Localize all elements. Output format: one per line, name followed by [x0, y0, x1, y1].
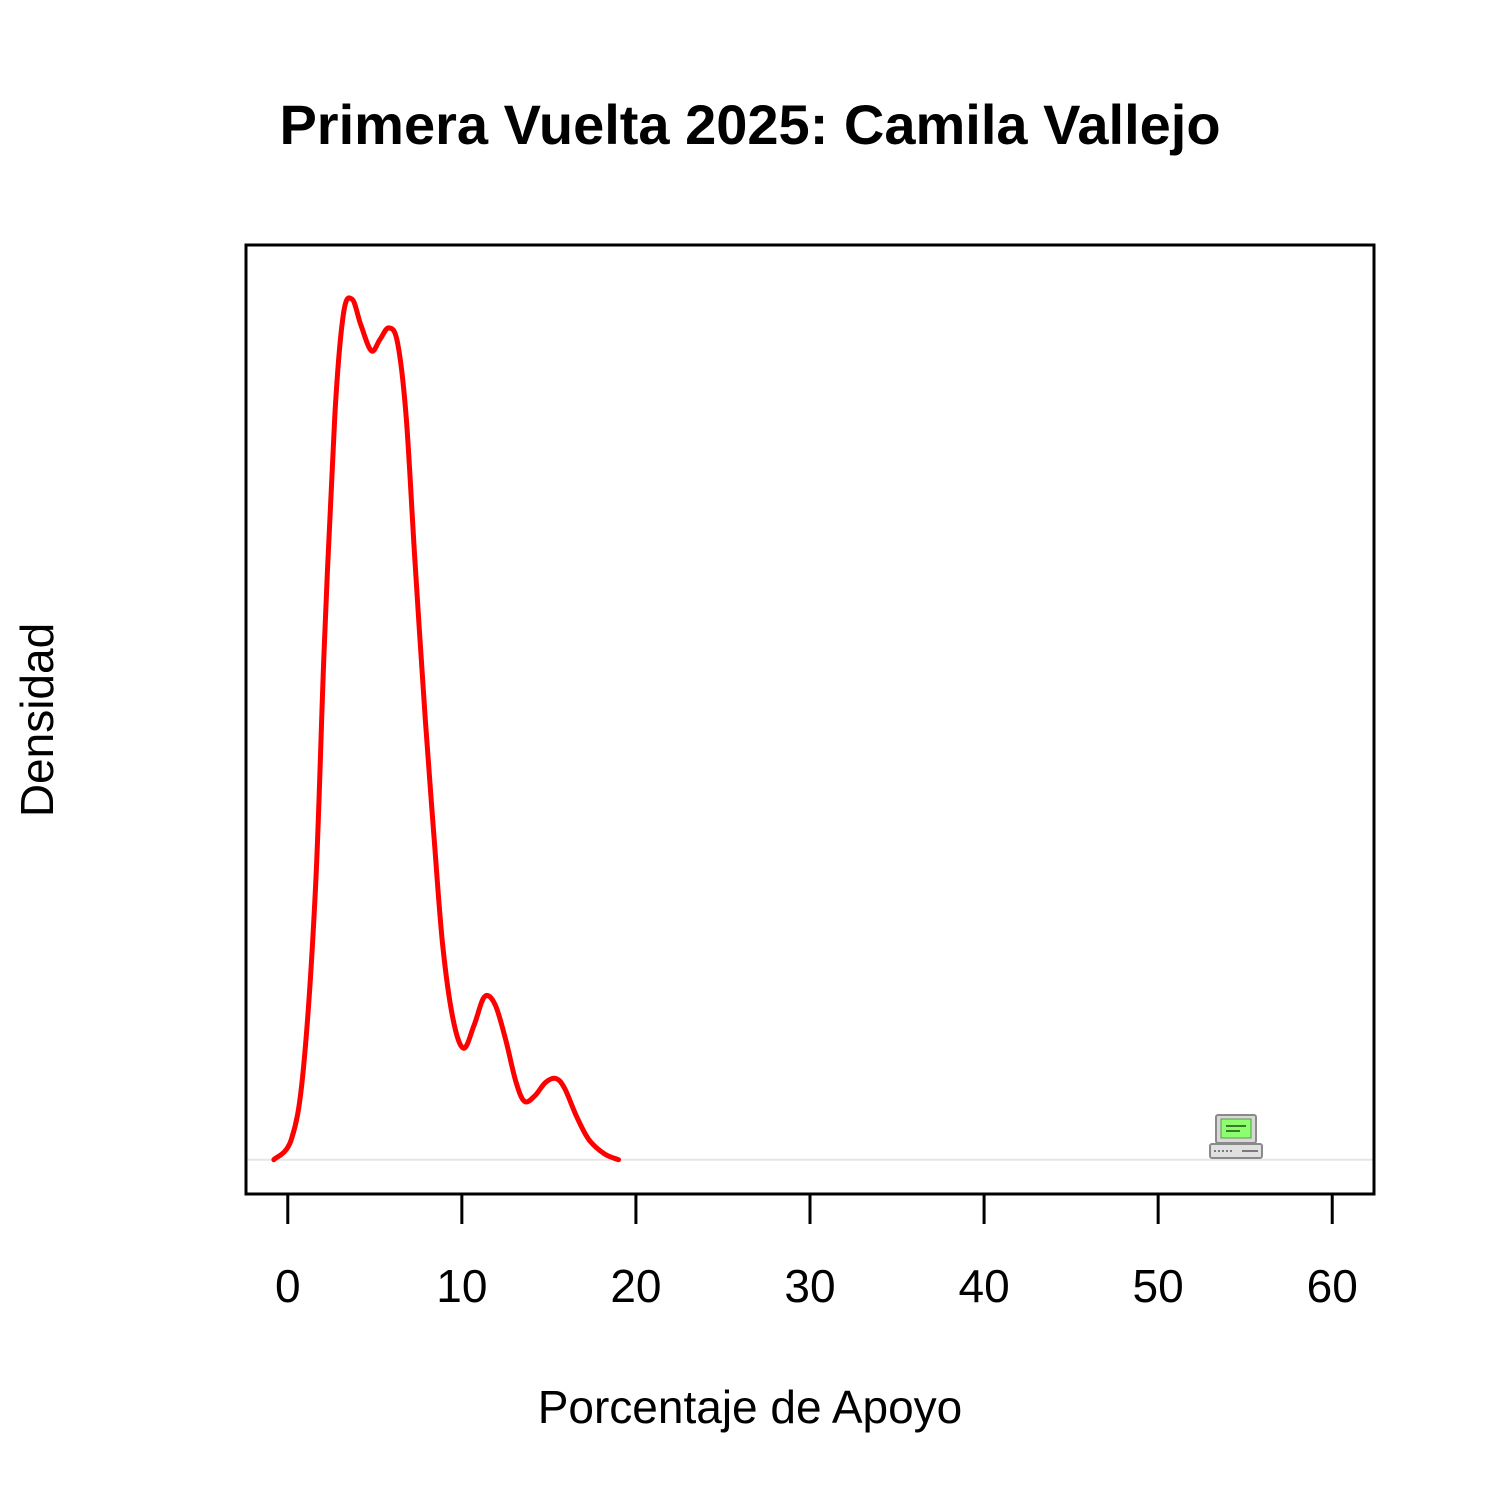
x-axis-label: Porcentaje de Apoyo [537, 1381, 963, 1433]
y-axis-label: Densidad [11, 622, 63, 818]
density-series-line [271, 295, 622, 1163]
x-tick-label: 50 [1133, 1260, 1184, 1312]
x-tick-label: 20 [610, 1260, 661, 1312]
computer-icon [1209, 1114, 1263, 1159]
chart-title: Primera Vuelta 2025: Camila Vallejo [279, 93, 1221, 156]
x-tick-label: 0 [275, 1260, 301, 1312]
x-tick-label: 10 [436, 1260, 487, 1312]
x-axis: 0 10 20 30 40 50 60 [275, 1192, 1358, 1312]
x-tick-label: 30 [784, 1260, 835, 1312]
x-tick-label: 40 [958, 1260, 1009, 1312]
plot-frame [244, 243, 1376, 1196]
x-tick-label: 60 [1307, 1260, 1358, 1312]
